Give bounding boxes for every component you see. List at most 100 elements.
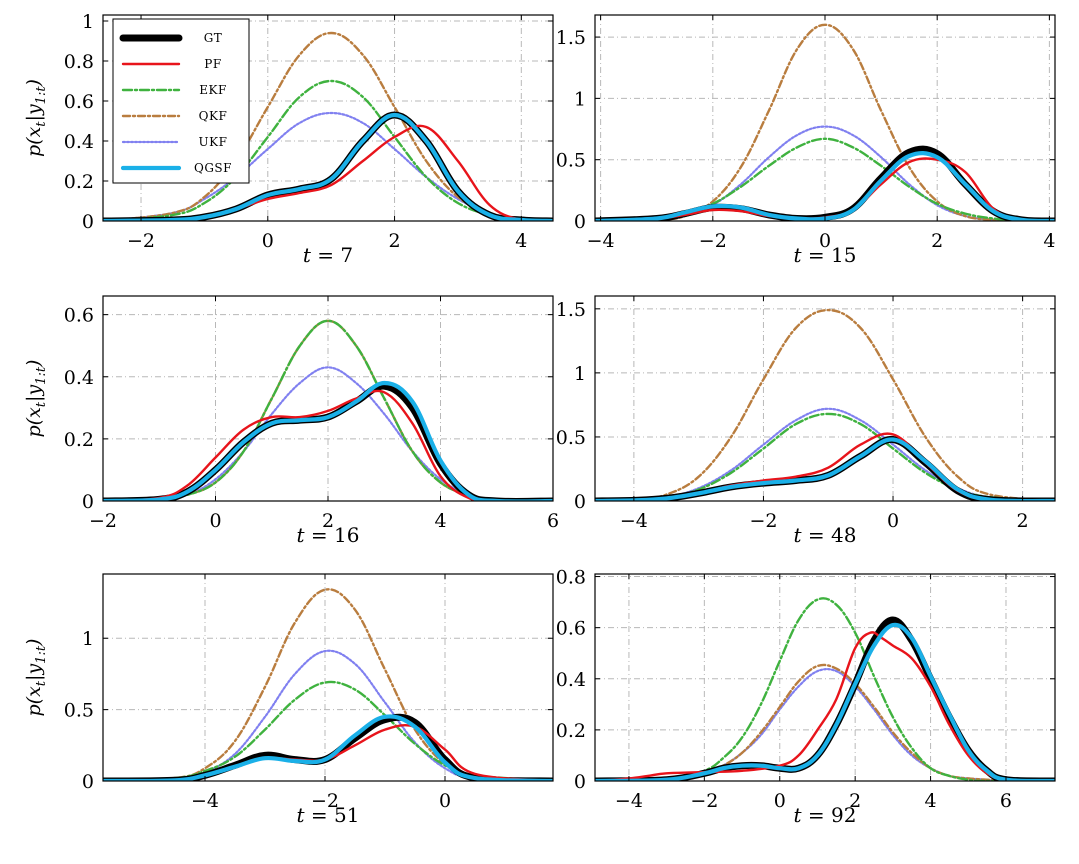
legend-label-gt: GT: [204, 31, 223, 45]
series-line-pf: [595, 432, 1055, 501]
legend-label-pf: PF: [204, 57, 221, 71]
x-tick-label: 2: [1017, 510, 1029, 532]
y-tick-label: 0.5: [556, 150, 586, 172]
x-tick-label: 0: [819, 230, 831, 252]
y-tick-label: 0.2: [64, 171, 94, 193]
series-line-qgsf: [595, 622, 1055, 781]
panel-caption: t = 16: [297, 523, 360, 547]
series-line-pf: [103, 389, 553, 501]
y-tick-label: 0.4: [64, 131, 94, 153]
legend-label-qgsf: QGSF: [194, 161, 232, 175]
x-tick-label: 0: [774, 790, 786, 812]
y-tick-label: 1: [574, 88, 586, 110]
x-tick-label: 0: [262, 230, 274, 252]
panel-5: −4 −2 0 0 0.5 1 p(xt|y1:t) t = 51: [23, 573, 554, 827]
series-group: [103, 319, 553, 501]
x-tick-label: 6: [547, 510, 559, 532]
series-line-ekf: [103, 680, 553, 781]
series-line-qkf: [595, 663, 1055, 781]
panel-3: −2 0 2 4 600.20.40.6p(xt|y1:t)t = 16: [23, 295, 559, 547]
x-tick-label: −4: [620, 510, 648, 532]
y-tick-label: 0.5: [64, 700, 94, 722]
axes-frame: [102, 573, 554, 782]
y-tick-label: 1.5: [556, 299, 586, 321]
y-tick-label: 0: [82, 211, 94, 233]
series-line-qgsf: [595, 151, 1055, 221]
y-axis-label: p(xt|y1:t): [23, 79, 49, 157]
y-tick-label: 0.4: [556, 669, 586, 691]
series-line-pf: [595, 631, 1055, 781]
y-axis-label: p(xt|y1:t): [23, 639, 49, 717]
legend-label-ekf: EKF: [199, 83, 227, 97]
x-tick-label: −4: [587, 230, 615, 252]
y-tick-label: 0: [574, 211, 586, 233]
series-group: [595, 23, 1055, 221]
x-tick-label: 0: [439, 790, 451, 812]
series-group: [595, 597, 1055, 781]
legend-label-qkf: QKF: [199, 109, 228, 123]
legend-box: [112, 18, 250, 184]
series-line-pf: [103, 724, 553, 781]
x-tick-label: −2: [89, 510, 117, 532]
panel-caption: t = 92: [794, 803, 857, 827]
y-tick-label: 0: [574, 491, 586, 513]
y-tick-label: 0.5: [556, 427, 586, 449]
panel-caption: t = 15: [794, 243, 857, 267]
panel-caption: t = 7: [303, 243, 353, 267]
x-tick-label: 2: [931, 230, 943, 252]
legend: GT PF EKF QKF UKF QGSF: [112, 18, 250, 184]
y-tick-label: 0.4: [64, 367, 94, 389]
series-line-qgsf: [103, 714, 553, 781]
y-tick-label: 1: [574, 363, 586, 385]
y-tick-label: 0.2: [64, 429, 94, 451]
x-tick-label: 4: [434, 510, 446, 532]
x-tick-label: −4: [191, 790, 219, 812]
x-tick-label: −4: [615, 790, 643, 812]
axes-frame: [594, 573, 1056, 782]
y-tick-label: 0.6: [556, 618, 586, 640]
series-line-gt: [595, 616, 1055, 781]
series-line-ukf: [595, 667, 1055, 781]
series-line-gt: [103, 713, 553, 781]
x-tick-label: 6: [1000, 790, 1012, 812]
y-tick-label: 0: [82, 491, 94, 513]
series-line-ekf: [595, 412, 1055, 501]
x-tick-label: 4: [515, 230, 527, 252]
panel-2: −4 −2 0 2 4 0 0.5 1 1.5 t = 15: [556, 14, 1056, 267]
x-tick-label: −2: [749, 510, 777, 532]
panel-4: −4 −2 0 2 0 0.5 1 1.5 t = 48: [556, 295, 1056, 547]
series-group: [103, 31, 553, 221]
x-tick-label: −2: [690, 790, 718, 812]
series-line-ukf: [595, 407, 1055, 501]
axes-frame: [102, 14, 554, 222]
x-tick-label: 2: [389, 230, 401, 252]
y-tick-label: 0.8: [556, 567, 586, 589]
x-tick-label: 0: [209, 510, 221, 532]
panel-caption: t = 51: [297, 803, 360, 827]
series-line-ekf: [595, 597, 1055, 781]
series-group: [595, 308, 1055, 501]
series-line-qkf: [595, 308, 1055, 501]
x-tick-label: −2: [311, 790, 339, 812]
series-group: [103, 588, 553, 781]
legend-label-ukf: UKF: [199, 135, 228, 149]
y-tick-label: 0.6: [64, 91, 94, 113]
y-tick-label: 1: [82, 11, 94, 33]
x-tick-label: −2: [127, 230, 155, 252]
x-tick-label: 2: [849, 790, 861, 812]
y-tick-label: 0.2: [556, 720, 586, 742]
x-tick-label: −2: [699, 230, 727, 252]
series-line-qgsf: [595, 437, 1055, 501]
y-axis-label: p(xt|y1:t): [23, 360, 49, 438]
y-tick-label: 0.8: [64, 51, 94, 73]
axes-frame: [594, 295, 1056, 502]
series-line-qgsf: [103, 380, 553, 501]
y-tick-label: 1.5: [556, 27, 586, 49]
series-line-qgsf: [103, 112, 553, 221]
series-line-qkf: [103, 588, 553, 781]
y-tick-label: 1: [82, 628, 94, 650]
x-tick-label: 0: [887, 510, 899, 532]
x-tick-label: 4: [925, 790, 937, 812]
panel-6: −4 −2 0 2 4 6 0 0.2 0.4 0.6 0.8 t = 92: [556, 567, 1056, 827]
y-tick-label: 0: [82, 771, 94, 793]
